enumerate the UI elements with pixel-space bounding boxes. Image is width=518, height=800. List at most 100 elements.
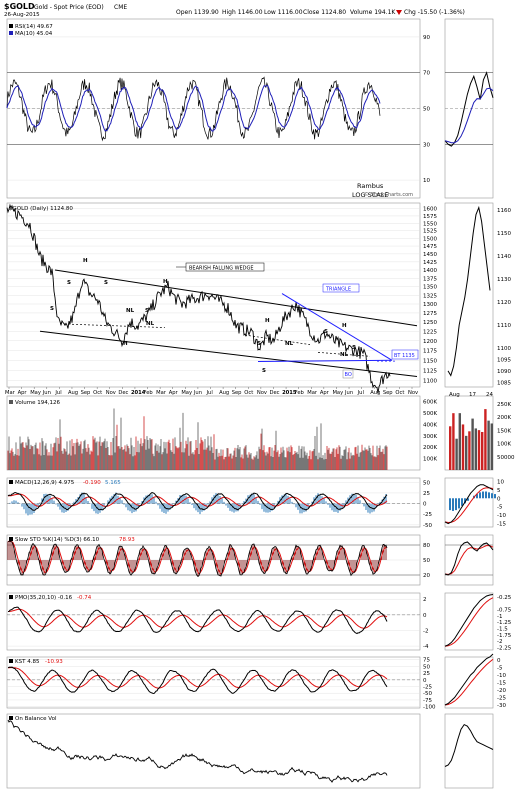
y-tick-label: 1525 (423, 229, 437, 235)
zoom-y-tick-label: -20 (497, 688, 506, 694)
zoom-y-tick-label: 200K (497, 415, 511, 421)
x-tick-label: May (30, 390, 41, 396)
y-tick-label: 2 (423, 597, 427, 603)
pmo-line (7, 606, 388, 635)
zoom-y-tick-label: 1090 (497, 369, 511, 375)
kst-zoom-signal-line (444, 658, 494, 706)
x-tick-label: Jul (206, 390, 213, 396)
kst-zoom-frame (444, 656, 494, 709)
x-tick-label: Nov (106, 390, 116, 396)
pattern-letter: S (145, 308, 149, 314)
zoom-y-tick-label: -10 (497, 513, 506, 519)
chart-header: $GOLD Gold - Spot Price (EOD) CME 26-Aug… (4, 2, 465, 18)
volume-zoom-bar (484, 409, 487, 470)
zoom-y-tick-label: -0.75 (497, 607, 512, 613)
zoom-y-tick-label: -1.5 (497, 626, 508, 632)
zoom-y-tick-label: -0.25 (497, 595, 512, 601)
zoom-y-tick-label: 1110 (497, 323, 511, 329)
x-tick-label: Aug (370, 390, 380, 396)
y-tick-label: 25 (423, 671, 430, 677)
volume-zoom-bar (471, 418, 474, 470)
volume-zoom-bar (455, 438, 458, 470)
pattern-letter: S (324, 329, 328, 335)
y-tick-label: 1250 (423, 320, 437, 326)
bo-label-text: BO (345, 372, 352, 378)
y-tick-label: 1375 (423, 276, 437, 282)
zoom-y-tick-label: -15 (497, 522, 506, 528)
y-tick-label: -75 (423, 698, 432, 704)
x-tick-label: Jul (357, 390, 364, 396)
macd-zoom-histogram-bar (455, 498, 457, 511)
x-tick-label: Dec (118, 390, 128, 396)
x-tick-label: Sep (81, 390, 91, 396)
zoom-y-tick-label: 1095 (497, 357, 511, 363)
y-tick-label: 50 (423, 480, 430, 486)
y-tick-label: 90 (423, 35, 430, 41)
y-tick-label: 0 (423, 502, 427, 508)
pattern-letter: H (265, 318, 270, 324)
pattern-letter: H (163, 279, 168, 285)
pattern-letter: H (83, 258, 88, 264)
macd-zoom-histogram-bar (485, 491, 487, 499)
zoom-y-tick-label: 1100 (497, 346, 511, 352)
pmo-signal-legend-label: -0.74 (77, 595, 92, 601)
pattern-letter: H (342, 323, 347, 329)
macd-signal-legend-label: -0.190 (83, 480, 101, 486)
macd-zoom-line (444, 484, 494, 525)
x-tick-label: 2015 (282, 390, 297, 396)
price-main-frame (6, 202, 421, 388)
ma-legend-label: MA(10) 45.04 (15, 31, 53, 37)
x-tick-label: Dec (269, 390, 279, 396)
price-zoom-line (447, 205, 491, 377)
y-tick-label: 1450 (423, 252, 437, 258)
ma-legend-swatch (9, 31, 13, 35)
zoom-y-tick-label: 1150 (497, 231, 511, 237)
y-tick-label: -25 (423, 685, 432, 691)
pmo-zoom-line (444, 594, 494, 647)
wedge-lower-line (39, 330, 418, 378)
pattern-letter: NL (285, 341, 294, 347)
macd-signal-line (7, 493, 388, 507)
price-legend-label: $GOLD (Daily) 1124.80 (9, 206, 73, 212)
x-tick-label: Aug (68, 390, 78, 396)
pattern-letter: S (262, 368, 266, 374)
y-tick-label: 25 (423, 491, 430, 497)
kst-zoom-line (444, 653, 494, 706)
sto-signal-line (8, 540, 388, 575)
zoom-y-tick-label: -2.25 (497, 645, 512, 651)
bt-label-text: BT 1135 (394, 353, 415, 359)
y-tick-label: 50 (423, 664, 430, 670)
zoom-x-tick-label: 24 (486, 392, 493, 398)
zoom-y-tick-label: 50000 (497, 455, 515, 461)
x-tick-label: Mar (5, 390, 16, 396)
macd-zoom-histogram-bar (476, 494, 478, 499)
y-tick-label: 500K (423, 411, 437, 417)
obv-main-frame (6, 713, 421, 789)
volume-zoom-bar (461, 424, 465, 470)
obv-zoom-frame (444, 713, 494, 789)
y-tick-label: 80 (423, 543, 430, 549)
y-tick-label: -50 (423, 523, 432, 529)
y-tick-label: -4 (423, 644, 429, 650)
volume-zoom-bar (465, 435, 468, 470)
date-label: 26-Aug-2015 (4, 12, 40, 18)
macd-zoom-histogram-bar (449, 498, 451, 511)
kst-signal-legend-label: -10.93 (45, 659, 63, 665)
x-tick-label: Jun (344, 390, 353, 396)
pattern-letter: NL (340, 352, 349, 358)
kst-main-frame (6, 656, 421, 709)
exchange-label: CME (114, 4, 127, 11)
macd-zoom-signal-line (444, 487, 494, 524)
zoom-y-tick-label: 0 (497, 496, 501, 502)
macd-zoom-histogram-bar (491, 493, 493, 499)
zoom-y-tick-label: 250K (497, 402, 511, 408)
y-tick-label: -50 (423, 691, 432, 697)
sto-signal-legend-label: 78.93 (119, 537, 135, 543)
volume-zoom-bar (468, 431, 471, 470)
wedge-label-text: BEARISH FALLING WEDGE (189, 266, 254, 272)
macd-line (7, 491, 388, 511)
x-tick-label: Sep (383, 390, 393, 396)
x-tick-label: Nov (257, 390, 267, 396)
